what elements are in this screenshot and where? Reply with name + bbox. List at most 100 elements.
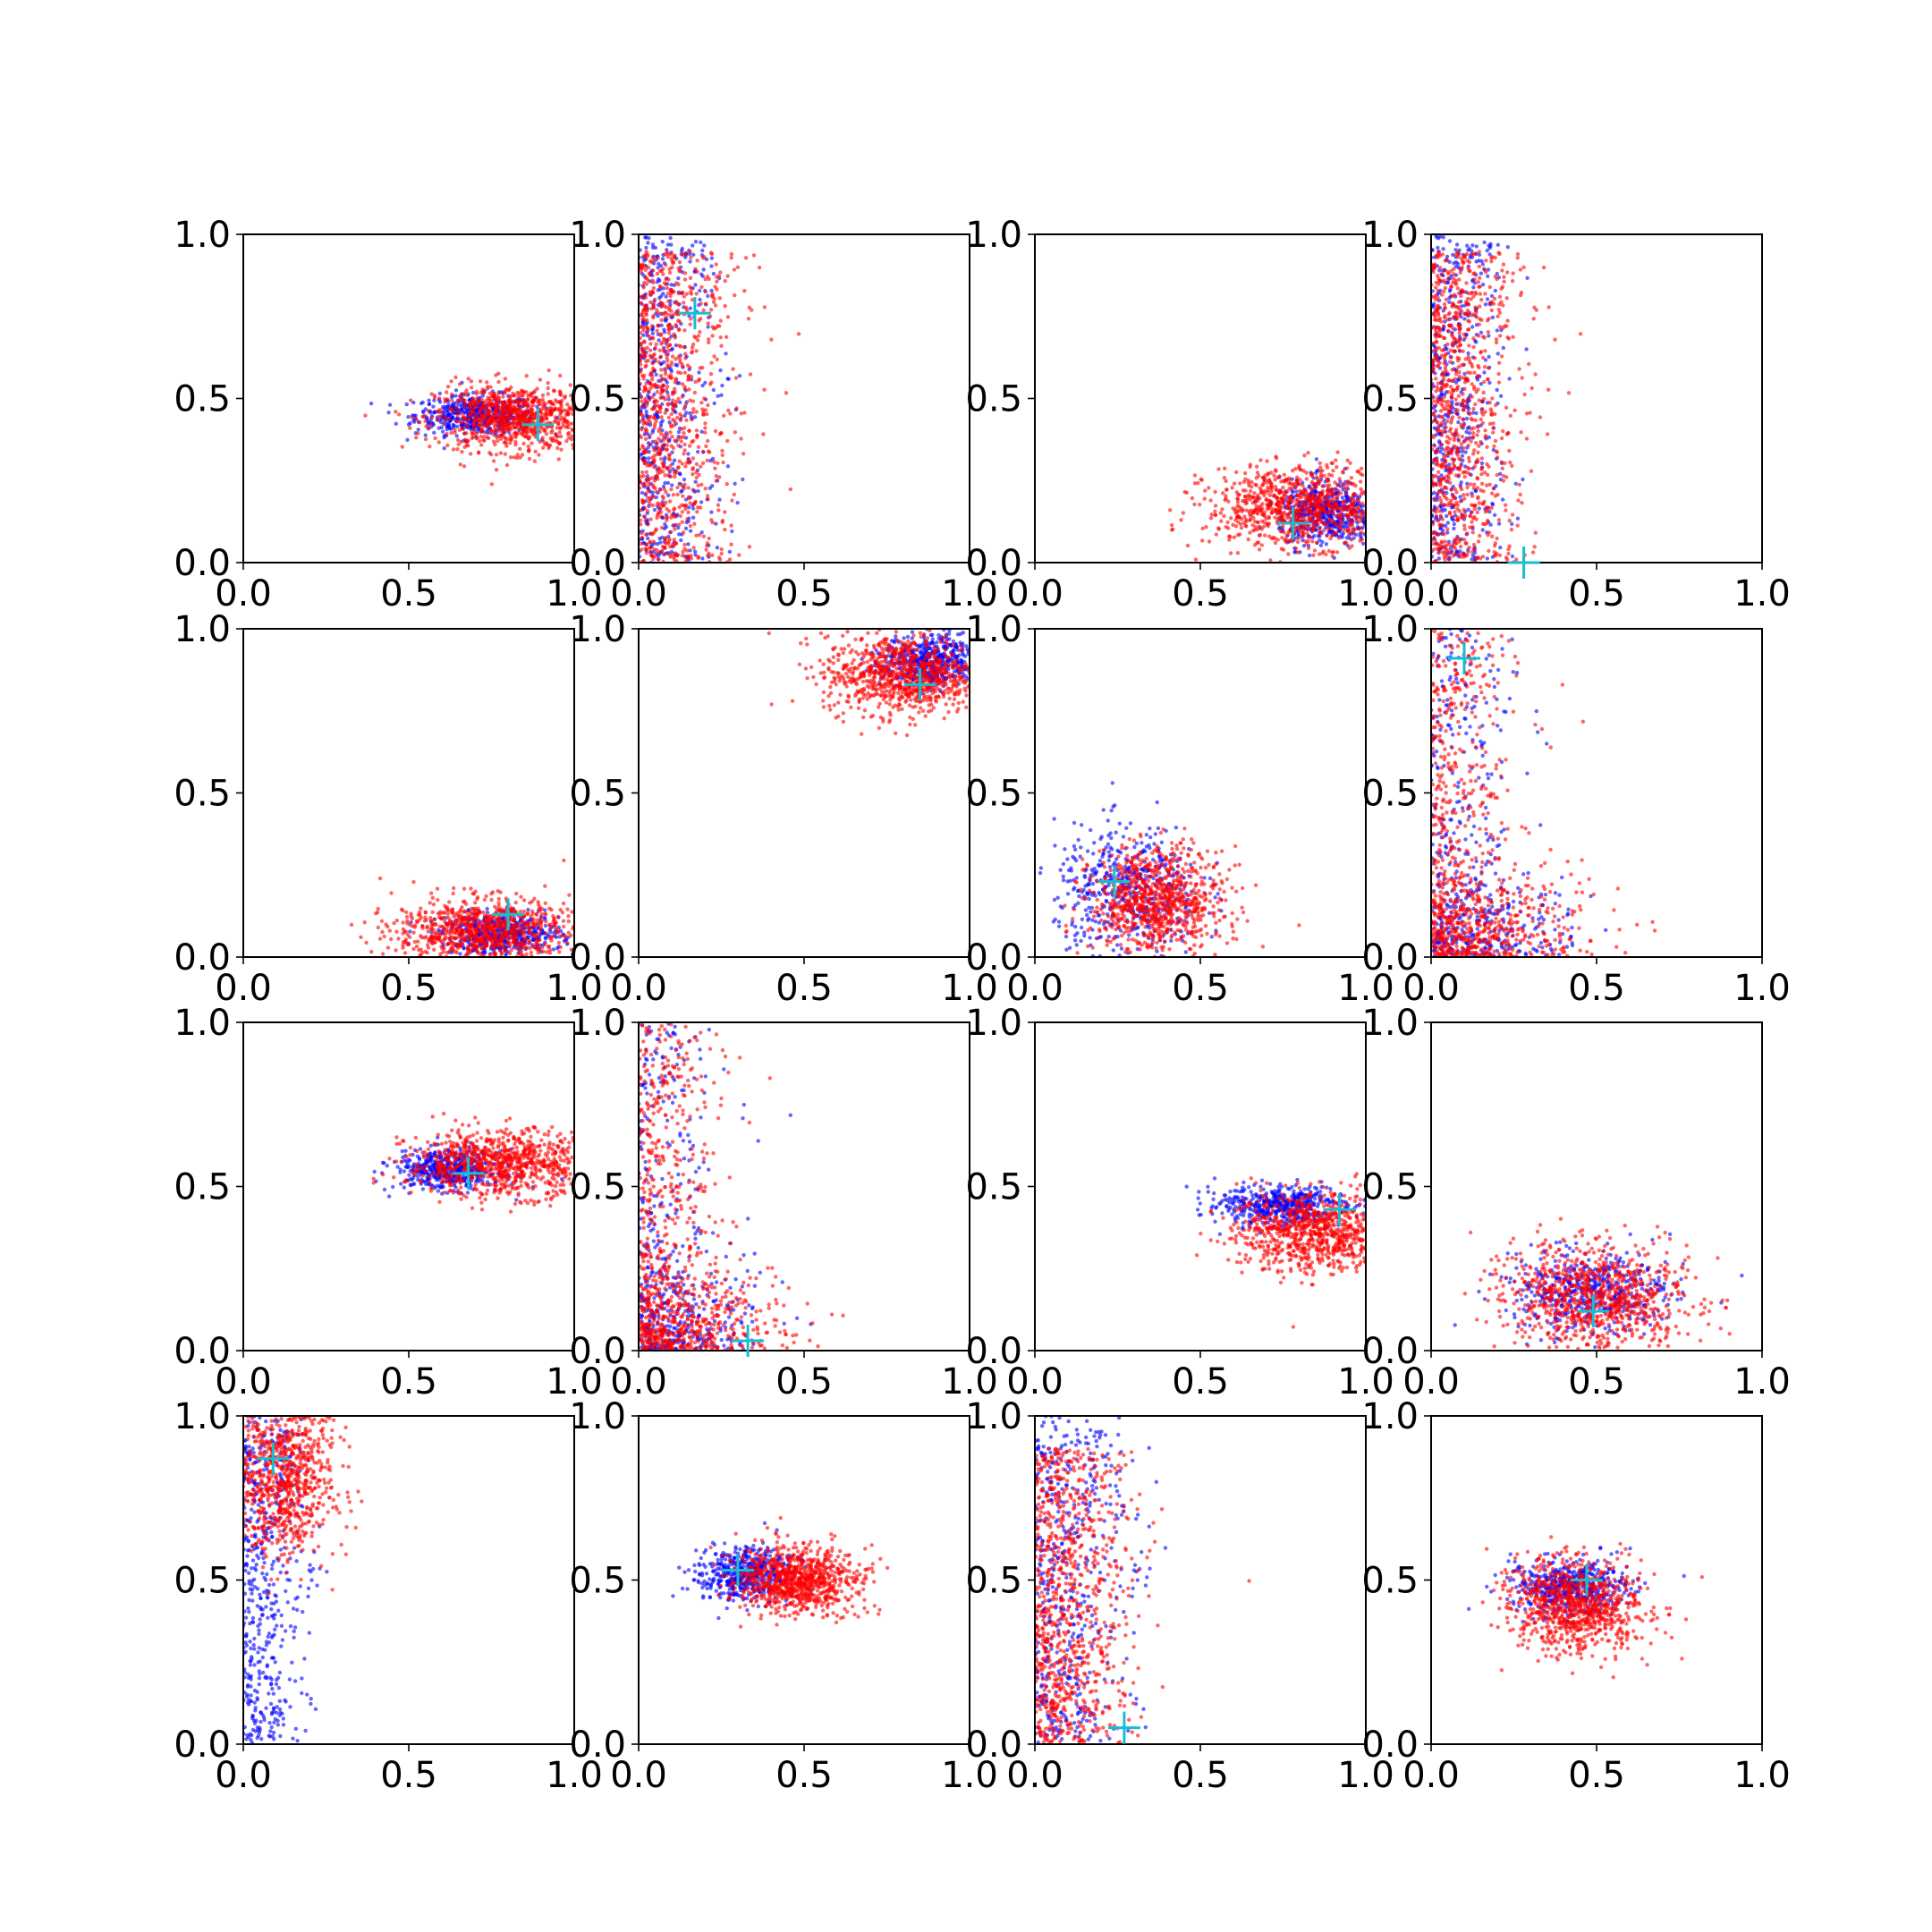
point-red [762, 387, 767, 392]
point-red [694, 349, 699, 353]
point-blue [1489, 293, 1495, 299]
point-red [1436, 470, 1441, 474]
point-red [426, 409, 431, 413]
point-blue [1458, 495, 1462, 499]
x-tick-label: 0.0 [1006, 573, 1063, 614]
point-red [1471, 516, 1476, 521]
point-red [1320, 484, 1325, 488]
point-red [1196, 480, 1200, 486]
point-red [1349, 476, 1354, 480]
point-red [639, 369, 643, 374]
point-blue [660, 240, 665, 244]
point-blue [646, 460, 650, 465]
point-red [644, 282, 649, 286]
point-blue [670, 483, 674, 487]
point-blue [1315, 469, 1319, 473]
point-red [639, 269, 644, 275]
point-red [1287, 476, 1292, 480]
point-blue [1318, 538, 1322, 543]
point-red [493, 442, 497, 447]
point-red [1438, 483, 1443, 487]
point-red [719, 551, 724, 556]
point-blue [432, 430, 436, 435]
point-red [1356, 469, 1361, 473]
point-red [1483, 292, 1487, 296]
point-red [507, 398, 512, 402]
point-red [561, 420, 565, 426]
point-blue [676, 429, 682, 435]
point-red [714, 479, 718, 483]
point-blue [692, 549, 698, 554]
point-blue [1480, 283, 1486, 287]
point-red [670, 542, 675, 547]
point-red [455, 447, 460, 452]
point-red [557, 430, 562, 435]
point-red [1321, 496, 1326, 500]
point-red [651, 280, 656, 285]
point-red [681, 364, 685, 369]
point-blue [1485, 248, 1489, 253]
point-red [1450, 392, 1454, 396]
point-red [487, 451, 492, 455]
point-red [481, 437, 486, 443]
point-red [1334, 458, 1338, 462]
point-red [1221, 491, 1225, 496]
point-red [563, 395, 567, 400]
point-red [664, 310, 668, 316]
point-red [1257, 533, 1262, 538]
point-red [719, 547, 724, 552]
point-red [652, 297, 657, 302]
point-red [544, 411, 549, 416]
point-red [534, 395, 538, 400]
point-red [649, 377, 655, 382]
point-blue [657, 261, 661, 267]
point-blue [1477, 506, 1482, 511]
point-red [691, 410, 695, 415]
point-red [694, 410, 699, 414]
point-red [706, 321, 710, 326]
point-red [1192, 473, 1198, 478]
point-red [656, 256, 660, 260]
point-red [1284, 537, 1288, 541]
point-red [1309, 493, 1315, 497]
point-red [493, 407, 497, 412]
point-red [1453, 510, 1457, 514]
point-red [717, 432, 722, 436]
point-blue [1487, 354, 1491, 360]
point-red [1349, 538, 1354, 542]
y-tick-label: 0.0 [965, 543, 1022, 584]
point-blue [1447, 300, 1452, 304]
point-red [1323, 504, 1327, 508]
point-red [706, 496, 710, 502]
point-red [639, 411, 643, 417]
point-red [669, 256, 674, 261]
point-red [1286, 503, 1291, 508]
point-red [1273, 485, 1278, 489]
point-blue [1490, 501, 1495, 506]
point-red [1466, 318, 1470, 323]
point-red [654, 489, 659, 495]
point-red [700, 412, 706, 417]
point-red [495, 403, 499, 408]
point-red [1269, 489, 1274, 494]
point-blue [708, 458, 713, 463]
point-red [639, 266, 643, 271]
point-red [1469, 416, 1474, 421]
point-blue [645, 474, 650, 479]
point-red [1261, 476, 1266, 480]
point-red [558, 412, 563, 417]
point-red [691, 399, 696, 403]
point-red [1266, 472, 1271, 477]
point-red [1271, 494, 1275, 498]
point-red [521, 403, 526, 409]
point-red [649, 306, 654, 311]
point-blue [1452, 261, 1456, 266]
point-red [661, 272, 665, 276]
point-red [1241, 479, 1247, 484]
point-red [1432, 403, 1437, 409]
point-blue [1451, 252, 1455, 258]
point-red [679, 427, 684, 431]
point-red [1477, 501, 1482, 505]
x-tick-label: 0.0 [215, 573, 272, 614]
point-red [642, 461, 647, 466]
